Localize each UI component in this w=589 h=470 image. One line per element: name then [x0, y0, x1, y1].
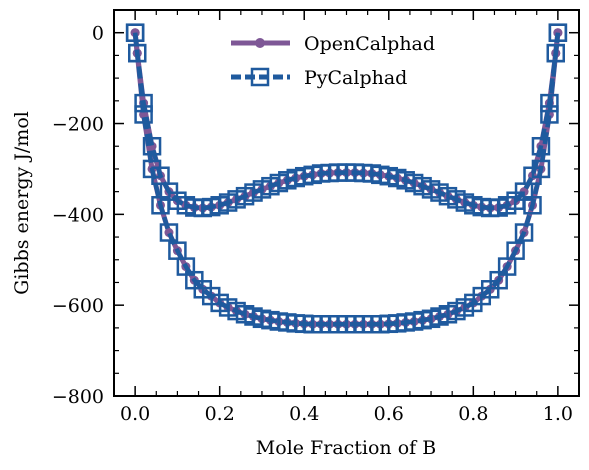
data-point-pycalphad	[125, 23, 145, 42]
x-tick-label: 0.4	[289, 403, 319, 425]
data-point-pycalphad	[540, 105, 559, 124]
plot-area	[125, 23, 568, 334]
y-tick-label: −800	[52, 386, 104, 408]
legend-marker-pycalphad	[250, 67, 270, 87]
data-point-pycalphad	[151, 196, 170, 215]
data-point-pycalphad	[540, 93, 559, 113]
x-tick-label: 0.0	[120, 403, 150, 425]
legend-label-pycalphad: PyCalphad	[304, 67, 407, 89]
data-point-pycalphad	[514, 223, 534, 242]
legend: OpenCalphad PyCalphad	[231, 33, 435, 89]
legend-marker-opencalphad	[255, 38, 265, 48]
x-tick-label: 0.6	[374, 403, 404, 425]
x-axis-label: Mole Fraction of B	[256, 437, 436, 459]
data-point-pycalphad	[142, 136, 162, 156]
data-point-pycalphad	[523, 196, 542, 215]
data-point-pycalphad	[142, 159, 162, 179]
legend-item-opencalphad: OpenCalphad	[231, 33, 435, 55]
y-tick-label: −600	[52, 295, 104, 317]
data-point-pycalphad	[531, 159, 551, 179]
data-point-pycalphad	[159, 223, 179, 242]
data-point-pycalphad	[506, 241, 525, 260]
x-tick-label: 0.8	[458, 403, 488, 425]
data-point-pycalphad	[134, 105, 153, 124]
y-tick-label: 0	[92, 23, 104, 45]
y-axis-label: Gibbs energy J/mol	[11, 111, 33, 295]
x-tick-label: 0.2	[205, 403, 235, 425]
series-line-pycalphad-curve-2	[132, 32, 561, 327]
data-point-pycalphad	[548, 23, 568, 42]
data-point-pycalphad	[531, 136, 551, 156]
y-tick-label: −200	[52, 114, 104, 136]
data-point-pycalphad	[546, 43, 565, 63]
x-tick-label: 1.0	[543, 403, 573, 425]
y-tick-label: −400	[52, 204, 104, 226]
axis-ticks: 0.0 0.2 0.4 0.6 0.8 1.0 0 −200 −400 −600 −800	[52, 9, 580, 425]
data-point-pycalphad	[128, 43, 147, 63]
legend-label-opencalphad: OpenCalphad	[304, 33, 435, 55]
legend-item-pycalphad: PyCalphad	[231, 67, 407, 89]
